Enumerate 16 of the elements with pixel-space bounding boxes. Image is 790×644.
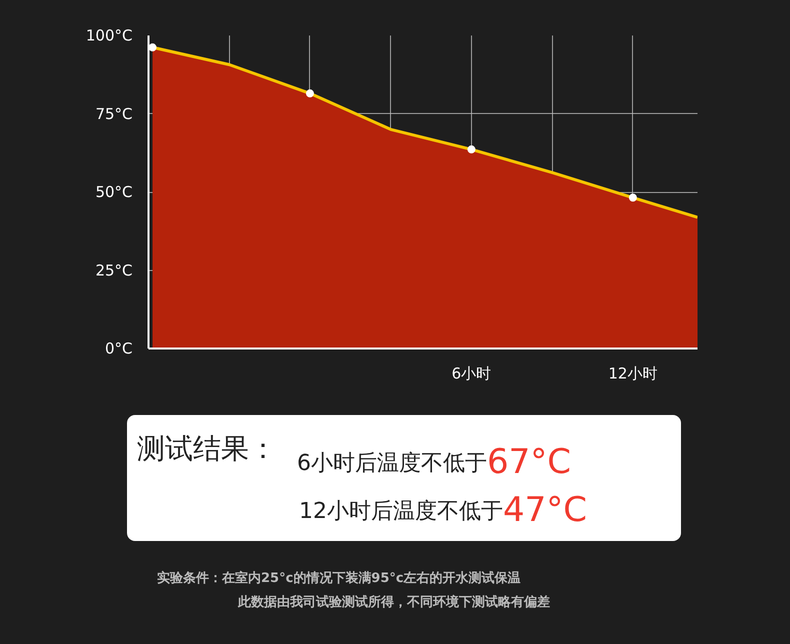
point [148, 43, 157, 52]
point [467, 145, 476, 154]
point [628, 194, 637, 202]
y-tick-label: 75°C [95, 104, 132, 123]
text: 此数据由我司试验测试所得，不同环境下测试略有偏差 [238, 594, 550, 612]
y-tick-label: 100°C [86, 26, 133, 44]
x-tick-label: 6小时 [452, 364, 492, 382]
text: 47°C [503, 490, 588, 530]
point [306, 89, 314, 98]
text: 测试结果： [137, 431, 277, 467]
text: 实验条件：在室内25°c的情况下装满95°c左右的开水测试保温 [157, 570, 521, 588]
y-tick-label: 0°C [104, 340, 133, 358]
y-tick-label: 25°C [95, 261, 132, 280]
y-tick-label: 50°C [95, 183, 132, 201]
x-tick-label: 12小时 [608, 364, 658, 382]
text: 67°C [487, 442, 572, 482]
